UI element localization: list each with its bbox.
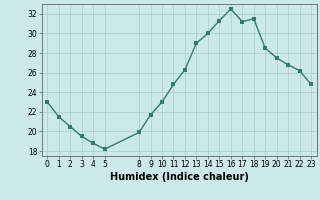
X-axis label: Humidex (Indice chaleur): Humidex (Indice chaleur): [110, 172, 249, 182]
